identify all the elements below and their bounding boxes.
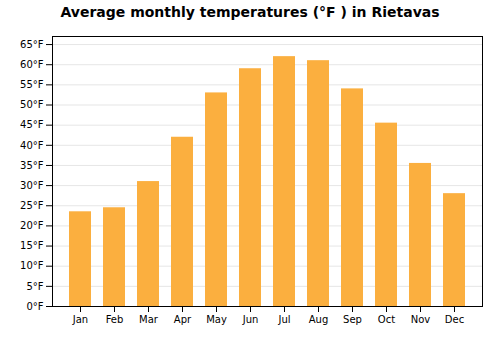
html-text:Average monthly temperatures (: Average monthly temperatures (°F ) in Ri… — [60, 4, 440, 20]
svg-text:Feb: Feb — [106, 314, 124, 325]
svg-text:35°F: 35°F — [20, 160, 44, 171]
svg-text:30°F: 30°F — [20, 180, 44, 191]
svg-text:Sep: Sep — [343, 314, 362, 325]
svg-text:Jan: Jan — [72, 314, 88, 325]
svg-text:20°F: 20°F — [20, 220, 44, 231]
svg-text:10°F: 10°F — [20, 260, 44, 271]
svg-text:Mar: Mar — [139, 314, 159, 325]
svg-text:65°F: 65°F — [20, 39, 44, 50]
svg-text:Nov: Nov — [411, 314, 431, 325]
svg-text:50°F: 50°F — [20, 99, 44, 110]
svg-text:40°F: 40°F — [20, 140, 44, 151]
svg-text:Jul: Jul — [277, 314, 290, 325]
svg-text:Apr: Apr — [174, 314, 192, 325]
svg-text:15°F: 15°F — [20, 240, 44, 251]
svg-text:Aug: Aug — [309, 314, 329, 325]
svg-text:Oct: Oct — [378, 314, 395, 325]
svg-text:Dec: Dec — [445, 314, 464, 325]
svg-text:55°F: 55°F — [20, 79, 44, 90]
svg-text:5°F: 5°F — [26, 281, 43, 292]
svg-text:May: May — [206, 314, 227, 325]
svg-text:60°F: 60°F — [20, 59, 44, 70]
svg-text:25°F: 25°F — [20, 200, 44, 211]
svg-text:0°F: 0°F — [26, 301, 43, 312]
svg-text:Jun: Jun — [242, 314, 259, 325]
svg-text:45°F: 45°F — [20, 119, 44, 130]
